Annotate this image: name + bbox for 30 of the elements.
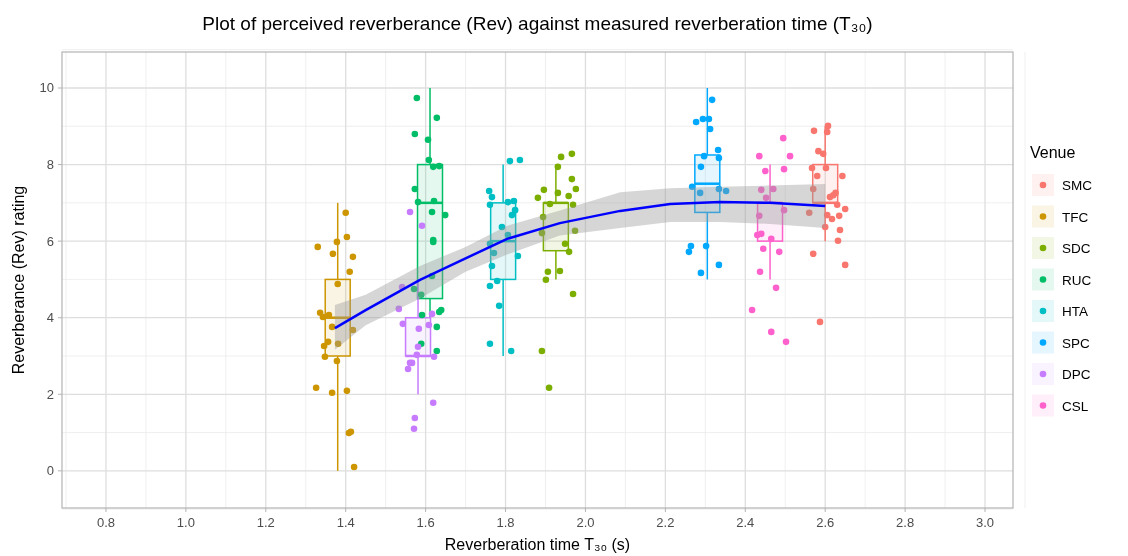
y-tick-label: 8 (46, 157, 54, 173)
legend-label: SPC (1062, 335, 1091, 351)
y-tick-label: 2 (46, 386, 54, 402)
legend-label: SMC (1062, 178, 1093, 193)
x-tick-label: 1.6 (416, 515, 435, 530)
x-tick-label: 2.8 (896, 515, 915, 530)
x-tick-label: 2.4 (736, 515, 755, 530)
y-axis-title: Reverberance (Rev) rating (10, 185, 27, 375)
x-tick-label: 3.0 (975, 515, 995, 530)
x-tick-label: 2.6 (816, 515, 835, 530)
legend-label: SDC (1062, 241, 1091, 256)
y-tick-label: 10 (39, 80, 54, 96)
x-tick-label: 1.4 (336, 515, 355, 530)
x-tick-label: 1.8 (496, 515, 515, 530)
x-tick-label: 1.0 (176, 515, 195, 530)
x-tick-label: 1.2 (256, 515, 275, 530)
y-tick-label: 6 (46, 233, 54, 249)
x-tick-label: 0.8 (96, 515, 115, 530)
x-tick-label: 2.0 (576, 515, 595, 530)
legend-title: Venue (1030, 144, 1076, 161)
y-tick-label: 4 (46, 310, 54, 326)
chart-title: Plot of perceived reverberance (Rev) against measured reverberation time (T₃₀) (202, 13, 873, 34)
legend-label: DPC (1062, 367, 1091, 382)
legend-label: CSL (1062, 398, 1089, 414)
legend-label: TFC (1062, 209, 1089, 225)
y-tick-label: 0 (46, 463, 54, 479)
legend-label: RUC (1062, 272, 1092, 288)
legend-label: HTA (1062, 304, 1088, 319)
x-axis-title: Reverberation time T₃₀ (s) (444, 536, 631, 553)
x-tick-label: 2.2 (656, 515, 675, 530)
